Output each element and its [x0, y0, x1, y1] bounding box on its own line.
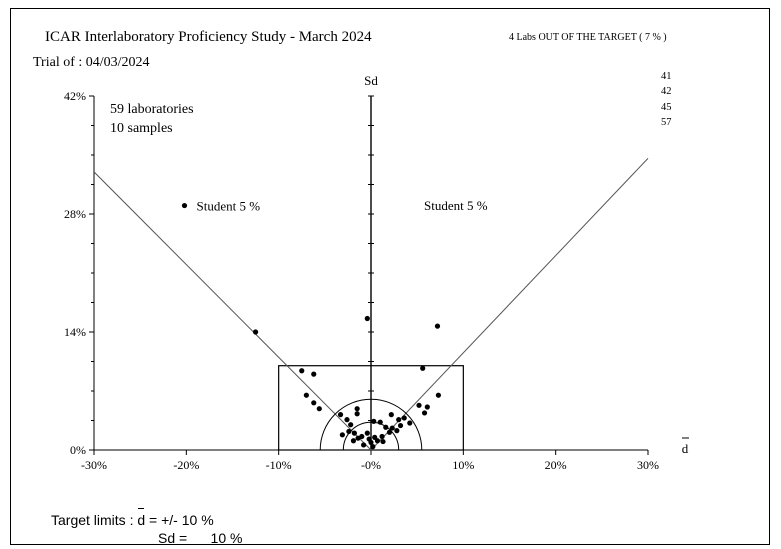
- student-line: [370, 158, 649, 451]
- student-label-right: Student 5 %: [424, 198, 488, 213]
- data-point: [303, 392, 309, 398]
- data-point: [386, 429, 393, 435]
- sample-count-label: 10 samples: [110, 121, 173, 136]
- data-point: [316, 406, 322, 412]
- chart-frame: ICAR Interlaboratory Proficiency Study -…: [10, 8, 770, 546]
- data-point: [374, 438, 381, 444]
- data-point: [435, 392, 442, 398]
- out-of-target-label: 4 Labs OUT OF THE TARGET ( 7 % ): [509, 32, 667, 43]
- data-point: [397, 422, 404, 429]
- data-point: [389, 425, 395, 431]
- data-point: [370, 444, 376, 450]
- data-point: [355, 435, 361, 441]
- target-d-value: = +/- 10 %: [145, 512, 214, 528]
- data-point: [383, 424, 389, 430]
- data-point: [366, 436, 372, 442]
- x-axis-label: d: [682, 441, 689, 456]
- data-point: [337, 412, 344, 418]
- data-point: [350, 438, 357, 444]
- data-point: [371, 418, 377, 424]
- data-point: [396, 417, 402, 423]
- target-prefix: Target limits :: [51, 512, 138, 528]
- data-point: [388, 412, 394, 418]
- trial-date: Trial of : 04/03/2024: [33, 55, 150, 70]
- data-point: [364, 430, 370, 436]
- out-lab-number: 57: [661, 117, 672, 128]
- data-point: [379, 433, 385, 440]
- data-point: [252, 329, 259, 335]
- data-point: [311, 400, 317, 406]
- out-lab-number: 41: [661, 71, 672, 82]
- data-point: [299, 368, 305, 374]
- d-symbol: d: [137, 508, 146, 528]
- student-line: [93, 171, 372, 451]
- data-point: [344, 417, 350, 423]
- data-point: [364, 315, 370, 322]
- x-tick-label: -0%: [361, 458, 381, 472]
- data-point: [420, 365, 426, 371]
- target-limits-sd: Sd = 10 %: [158, 530, 243, 546]
- x-tick-label: 20%: [545, 458, 567, 472]
- y-tick-label: 42%: [64, 89, 86, 103]
- data-point: [380, 438, 386, 445]
- data-point: [339, 432, 345, 438]
- lab-count-label: 59 laboratories: [110, 102, 194, 117]
- x-tick-label: -10%: [266, 458, 292, 472]
- y-tick-label: 14%: [64, 325, 86, 339]
- target-limits-d: Target limits : d = +/- 10 %: [51, 508, 214, 528]
- chart-title: ICAR Interlaboratory Proficiency Study -…: [45, 29, 372, 45]
- data-point: [401, 415, 407, 421]
- target-circle: [342, 421, 400, 451]
- data-point: [351, 430, 357, 436]
- scatter-chart: -30% -20% -10% -0% 10% 20% 30% 0% 14% 28% 42% Sd d 59…: [64, 73, 689, 472]
- data-point: [394, 428, 400, 434]
- data-point: [311, 371, 317, 377]
- out-lab-number: 45: [661, 102, 672, 113]
- data-point: [354, 406, 360, 412]
- y-tick-label: 28%: [64, 207, 86, 221]
- data-point: [354, 411, 360, 417]
- data-point: [421, 410, 428, 416]
- data-point: [348, 422, 354, 428]
- out-lab-number: 42: [661, 86, 672, 97]
- x-tick-label: 10%: [452, 458, 474, 472]
- legend-point: [181, 202, 188, 209]
- y-axis-label: Sd: [364, 73, 378, 88]
- y-tick-label: 0%: [70, 443, 86, 457]
- x-tick-label: -20%: [173, 458, 199, 472]
- data-point: [346, 428, 352, 435]
- student-label-left: Student 5 %: [196, 199, 260, 214]
- x-tick-label: 30%: [637, 458, 659, 472]
- data-point: [361, 442, 367, 448]
- data-point: [377, 419, 383, 425]
- x-tick-label: -30%: [81, 458, 107, 472]
- data-point: [424, 404, 430, 410]
- data-point: [407, 420, 413, 426]
- target-circle: [319, 398, 423, 451]
- data-point: [416, 402, 422, 408]
- data-point: [434, 323, 441, 329]
